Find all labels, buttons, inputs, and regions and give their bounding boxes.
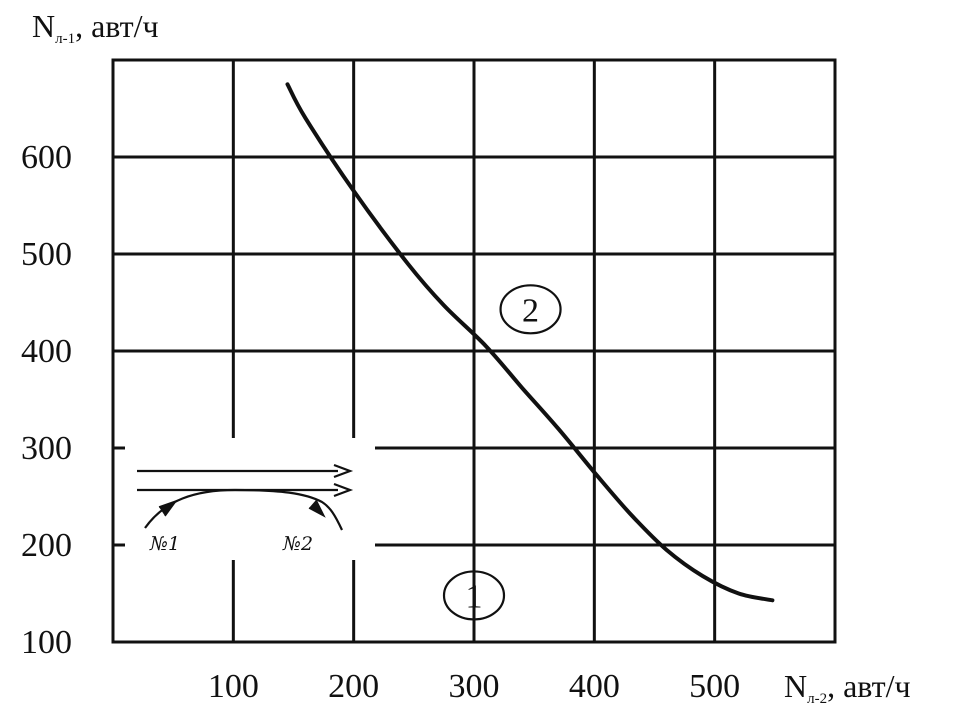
x-tick-labels: 100 200 300 400 500 (208, 668, 740, 705)
y-tick-label: 400 (21, 333, 72, 370)
x-axis-subscript: л-2 (807, 691, 827, 707)
inset-background (125, 438, 375, 560)
x-tick-label: 100 (208, 668, 259, 705)
inset-exit-arrow (308, 499, 326, 518)
inset-ramp-curve (144, 488, 343, 531)
region-circle (499, 284, 562, 335)
region-label: 1 (466, 578, 483, 615)
inset-label-1: №1 (149, 533, 180, 555)
inset-arrow-head (333, 482, 354, 498)
x-axis-symbol: N (784, 668, 807, 704)
region-circle (442, 570, 506, 621)
y-tick-label: 500 (21, 236, 72, 273)
y-tick-label: 200 (21, 527, 72, 564)
inset-entry-arrow (158, 499, 179, 517)
x-axis-title: Nл-2, авт/ч (784, 668, 911, 707)
x-tick-label: 400 (569, 668, 620, 705)
y-tick-label: 100 (21, 624, 72, 661)
y-axis-symbol: N (32, 8, 55, 44)
plot-frame (111, 58, 837, 644)
x-axis-unit: , авт/ч (827, 668, 910, 704)
inset-label-2: №2 (282, 533, 313, 555)
y-axis-title: Nл-1, авт/ч (32, 8, 159, 47)
inset-diagram: №1 №2 (125, 438, 375, 560)
inset-arrow-head (333, 463, 354, 479)
x-tick-label: 200 (328, 668, 379, 705)
x-tick-label: 500 (689, 668, 740, 705)
y-tick-labels: 100 200 300 400 500 600 (21, 139, 72, 661)
region-labels: 12 (442, 284, 562, 621)
y-tick-label: 300 (21, 430, 72, 467)
series-line (285, 82, 775, 603)
y-axis-subscript: л-1 (55, 31, 75, 47)
x-tick-label: 300 (449, 668, 500, 705)
region-label: 2 (522, 292, 539, 329)
y-tick-label: 600 (21, 139, 72, 176)
y-axis-unit: , авт/ч (75, 8, 158, 44)
